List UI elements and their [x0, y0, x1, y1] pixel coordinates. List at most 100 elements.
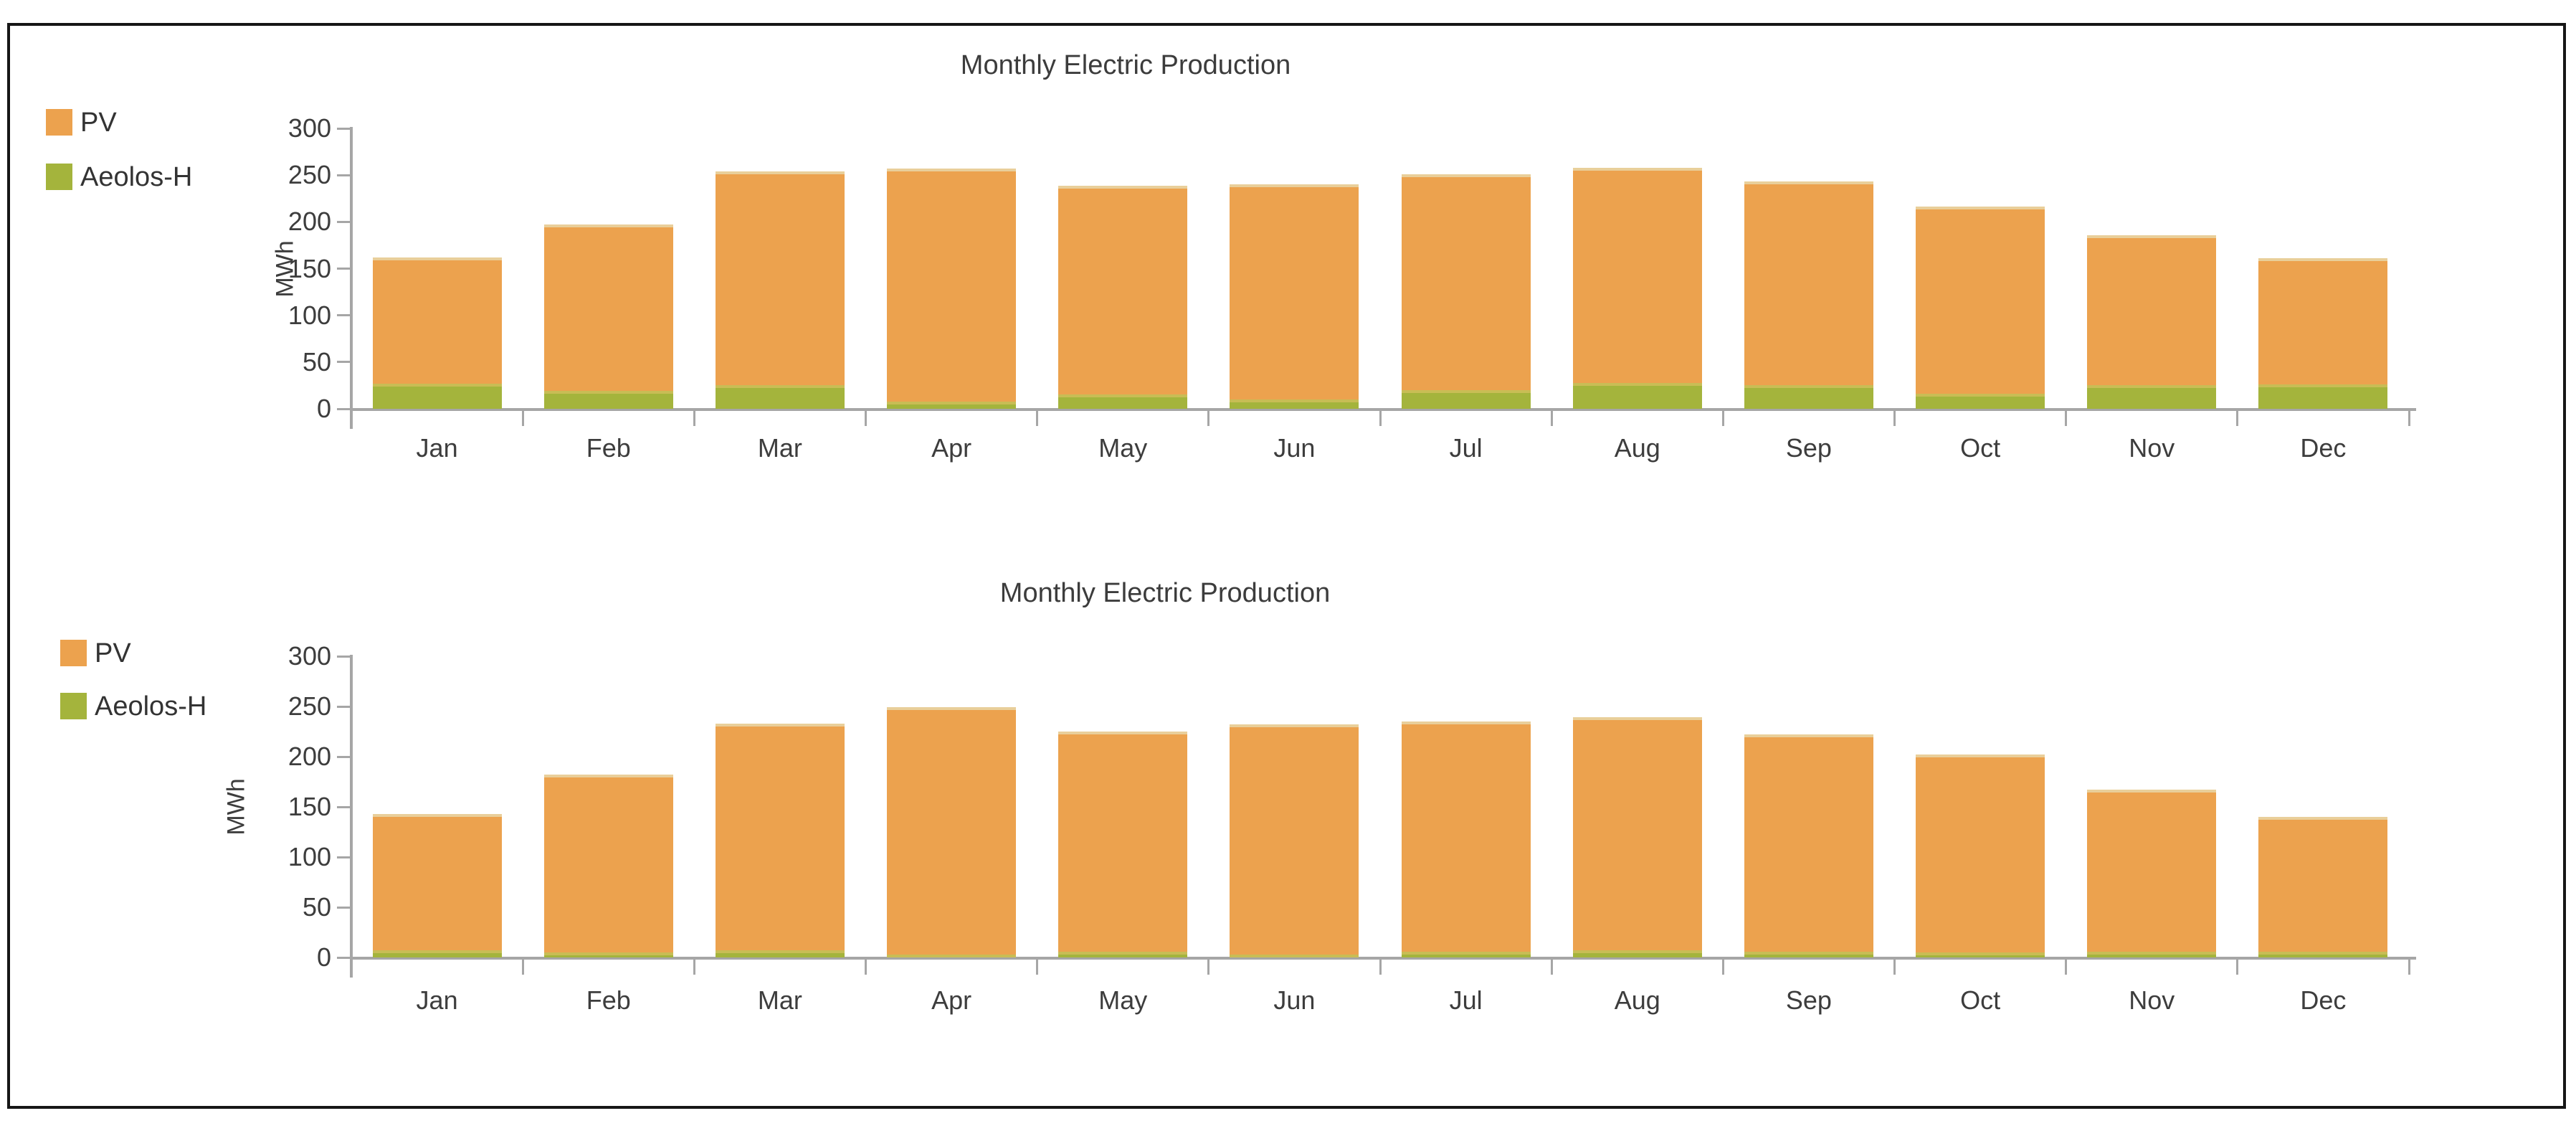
- bar-segment-aeolos-h-dec: [2258, 951, 2388, 957]
- bar-segment-aeolos-h-nov: [2087, 385, 2217, 409]
- x-tick-label-jul: Jul: [1449, 433, 1483, 463]
- x-tick-mark: [1379, 957, 1382, 975]
- x-tick-mark: [1550, 409, 1553, 426]
- y-axis-line: [350, 127, 353, 429]
- x-tick-mark: [521, 957, 524, 975]
- bar-segment-aeolos-h-mar: [715, 950, 845, 957]
- y-tick-label: 0: [316, 942, 331, 972]
- bar-segment-pv-jun: [1230, 724, 1359, 955]
- bar-segment-aeolos-h-jun: [1230, 399, 1359, 409]
- x-tick-label-aug: Aug: [1614, 433, 1660, 463]
- y-tick-label: 100: [287, 300, 331, 330]
- bar-segment-aeolos-h-sep: [1744, 951, 1873, 957]
- bar-segment-aeolos-h-apr: [887, 401, 1017, 409]
- y-tick-mark: [337, 174, 350, 176]
- y-tick-label: 300: [287, 113, 331, 143]
- y-tick-label: 50: [302, 892, 331, 922]
- y-tick-mark: [337, 856, 350, 858]
- bar-segment-aeolos-h-jul: [1401, 951, 1531, 957]
- bar-segment-aeolos-h-may: [1058, 951, 1188, 957]
- bar-segment-pv-feb: [543, 775, 673, 952]
- x-tick-mark: [1721, 957, 1724, 975]
- bar-segment-pv-sep: [1744, 181, 1873, 386]
- y-axis-title: MWh: [222, 778, 250, 836]
- y-tick-mark: [337, 268, 350, 270]
- bar-segment-pv-may: [1058, 185, 1188, 395]
- x-tick-label-oct: Oct: [1960, 433, 2001, 463]
- y-tick-mark: [337, 314, 350, 317]
- legend-swatch-aeolos-h-icon: [60, 693, 87, 719]
- legend-label-aeolos-h: Aeolos-H: [95, 691, 207, 722]
- legend-swatch-pv-icon: [60, 640, 87, 666]
- bar-segment-aeolos-h-feb: [543, 391, 673, 409]
- legend-label-aeolos-h: Aeolos-H: [80, 162, 193, 192]
- x-tick-label-aug: Aug: [1614, 985, 1660, 1015]
- bar-segment-aeolos-h-jun: [1230, 954, 1359, 957]
- x-tick-label-apr: Apr: [931, 985, 972, 1015]
- y-tick-label: 50: [302, 346, 331, 377]
- x-tick-label-nov: Nov: [2129, 985, 2175, 1015]
- y-tick-label: 250: [287, 691, 331, 721]
- bar-segment-pv-oct: [1916, 754, 2045, 952]
- bar-segment-aeolos-h-mar: [715, 385, 845, 409]
- bar-segment-pv-jul: [1401, 174, 1531, 390]
- y-axis-line: [350, 655, 353, 978]
- x-tick-label-jan: Jan: [416, 985, 458, 1015]
- bar-segment-aeolos-h-feb: [543, 952, 673, 957]
- bar-segment-pv-mar: [715, 723, 845, 951]
- y-tick-label: 200: [287, 742, 331, 771]
- bar-segment-pv-apr: [887, 169, 1017, 402]
- x-tick-label-feb: Feb: [586, 985, 631, 1015]
- legend-swatch-pv-icon: [46, 109, 72, 136]
- y-tick-mark: [337, 805, 350, 808]
- bar-segment-pv-nov: [2087, 235, 2217, 386]
- bar-segment-pv-dec: [2258, 258, 2388, 385]
- bar-segment-aeolos-h-jan: [372, 950, 502, 957]
- bar-segment-aeolos-h-aug: [1572, 382, 1702, 409]
- legend-label-pv: PV: [80, 108, 117, 138]
- y-tick-mark: [337, 361, 350, 364]
- x-tick-mark: [1893, 957, 1896, 975]
- y-tick-label: 200: [287, 207, 331, 237]
- x-tick-mark: [1207, 957, 1210, 975]
- x-tick-label-dec: Dec: [2300, 985, 2347, 1015]
- x-tick-label-sep: Sep: [1785, 985, 1832, 1015]
- y-tick-mark: [337, 705, 350, 708]
- x-tick-mark: [1893, 409, 1896, 426]
- bar-segment-pv-sep: [1744, 734, 1873, 952]
- bar-segment-aeolos-h-sep: [1744, 385, 1873, 409]
- bar-segment-pv-nov: [2087, 790, 2217, 952]
- x-tick-label-sep: Sep: [1785, 433, 1832, 463]
- x-tick-label-oct: Oct: [1960, 985, 2001, 1015]
- x-tick-mark: [1036, 957, 1039, 975]
- y-tick-mark: [337, 220, 350, 223]
- y-tick-label: 0: [316, 394, 331, 423]
- chart-title: Monthly Electric Production: [999, 578, 1331, 608]
- x-tick-mark: [521, 409, 524, 426]
- x-tick-label-mar: Mar: [757, 433, 802, 463]
- x-tick-mark: [1207, 409, 1210, 426]
- y-tick-label: 150: [287, 792, 331, 821]
- x-tick-mark: [2408, 409, 2410, 426]
- bar-segment-aeolos-h-dec: [2258, 384, 2388, 409]
- x-tick-mark: [2236, 409, 2239, 426]
- bar-segment-pv-mar: [715, 171, 845, 386]
- y-tick-label: 100: [287, 842, 331, 871]
- x-tick-mark: [693, 957, 695, 975]
- y-tick-mark: [337, 407, 350, 410]
- x-tick-label-may: May: [1098, 433, 1148, 463]
- bar-segment-aeolos-h-apr: [887, 954, 1017, 957]
- x-tick-mark: [2065, 409, 2068, 426]
- x-tick-label-jun: Jun: [1273, 433, 1316, 463]
- bar-segment-pv-jul: [1401, 722, 1531, 952]
- x-tick-label-mar: Mar: [757, 985, 802, 1015]
- bar-segment-pv-apr: [887, 707, 1017, 955]
- bar-segment-pv-feb: [543, 224, 673, 392]
- x-axis-line: [350, 957, 2416, 960]
- bar-segment-pv-oct: [1916, 207, 2045, 394]
- bar-segment-pv-jun: [1230, 184, 1359, 399]
- bar-segment-aeolos-h-jul: [1401, 389, 1531, 409]
- y-tick-label: 250: [287, 160, 331, 190]
